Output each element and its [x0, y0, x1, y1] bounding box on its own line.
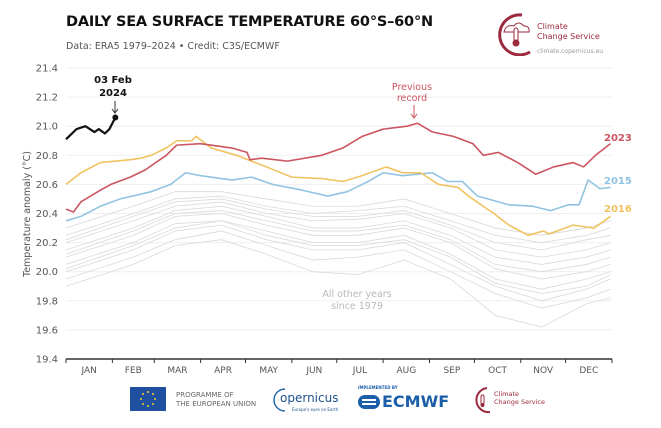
annotation-record: record	[397, 93, 427, 104]
y-tick-label: 20.6	[36, 180, 58, 191]
c3s-bottom-line2: Change Service	[494, 398, 545, 406]
copernicus-tagline: Europe's eyes on Earth	[292, 407, 339, 412]
x-axis: JAN FEB MAR APR MAY JUN JUL AUG SEP OCT NOV DEC	[65, 358, 613, 376]
copernicus-logo: opernicus Europe's eyes on Earth	[272, 386, 342, 414]
x-tick-label: FEB	[125, 366, 142, 376]
other-year-line	[65, 195, 611, 244]
annotation-previous: Previous	[392, 82, 432, 93]
gridlines	[66, 67, 612, 331]
other-year-line	[65, 239, 611, 328]
eu-line1: PROGRAMME OF	[176, 391, 234, 399]
x-tick-label: DEC	[579, 366, 598, 376]
y-tick-label: 21.4	[36, 64, 58, 75]
highlighted-series	[65, 114, 611, 237]
y-tick-label: 20.8	[36, 151, 58, 162]
other-year-line	[65, 205, 611, 265]
arrow-icon-record	[410, 105, 418, 119]
series-line-2023	[65, 122, 611, 213]
eu-flag-logo	[130, 387, 166, 411]
other-years-lines	[65, 191, 611, 328]
other-year-line	[65, 201, 611, 258]
c3s-url: climate.copernicus.eu	[537, 48, 604, 55]
other-year-line	[65, 220, 611, 294]
other-year-line	[65, 224, 611, 302]
y-tick-label: 19.6	[36, 325, 58, 336]
c3s-logo-top: Climate Change Service climate.copernicu…	[494, 12, 604, 60]
other-year-line	[65, 191, 611, 236]
y-tick-label: 19.4	[36, 355, 58, 366]
latest-point-2024	[112, 114, 119, 121]
other-year-line	[65, 230, 611, 309]
c3s-bottom-line1: Climate	[494, 390, 520, 398]
y-tick-label: 20.2	[36, 238, 58, 249]
series-label-2023: 2023	[604, 133, 632, 144]
x-tick-label: JUN	[305, 366, 322, 376]
x-tick-label: OCT	[488, 366, 507, 376]
series-line-2024	[65, 116, 117, 141]
series-label-2016: 2016	[604, 204, 632, 215]
other-year-line	[65, 198, 611, 251]
annotation-2024-date: 03 Feb	[94, 75, 132, 86]
c3s-line1: Climate	[537, 22, 568, 31]
copernicus-name: opernicus	[280, 391, 339, 405]
y-tick-label: 21.0	[36, 122, 58, 133]
c3s-bottom-thermometer-icon	[475, 387, 491, 414]
eu-line2: THE EUROPEAN UNION	[176, 400, 257, 408]
x-tick-label: APR	[214, 366, 232, 376]
annotation-2024-year: 2024	[99, 88, 127, 99]
y-tick-label: 20.0	[36, 267, 58, 278]
annotation-other-years: All other years	[322, 289, 391, 300]
series-line-2015	[65, 171, 611, 222]
y-axis-ticks: 19.4 19.6 19.8 20.0 20.2 20.4 20.6 20.8 21.0 21.2…	[36, 64, 58, 366]
chart-area: 19.4 19.6 19.8 20.0 20.2 20.4 20.6 20.8 21.0 21.2…	[22, 64, 632, 377]
x-tick-label: MAY	[259, 366, 278, 376]
other-year-line	[65, 220, 611, 290]
x-tick-label: SEP	[444, 366, 461, 376]
x-tick-label: JAN	[80, 366, 96, 376]
arrow-icon-2024	[111, 101, 119, 114]
y-tick-label: 20.4	[36, 209, 58, 220]
c3s-thermometer-icon	[498, 13, 531, 56]
c3s-line2: Change Service	[537, 32, 600, 41]
ecmwf-logo: IMPLEMENTED BY ECMWF	[358, 385, 458, 415]
x-tick-label: NOV	[533, 366, 554, 376]
x-tick-label: AUG	[396, 366, 416, 376]
y-tick-label: 19.8	[36, 296, 58, 307]
x-tick-label: JUL	[352, 366, 367, 376]
y-axis-label: Temperature anomaly (°C)	[22, 151, 33, 278]
c3s-logo-bottom: Climate Change Service	[470, 386, 550, 414]
copernicus-c-icon	[273, 388, 286, 412]
eu-stars-icon	[140, 391, 156, 407]
y-tick-label: 21.2	[36, 93, 58, 104]
other-year-line	[65, 213, 611, 280]
chart-subtitle: Data: ERA5 1979–2024 • Credit: C3S/ECMWF	[66, 41, 280, 52]
other-year-line	[65, 210, 611, 273]
annotation-since-1979: since 1979	[331, 301, 383, 312]
ecmwf-symbol-icon	[358, 395, 380, 409]
ecmwf-implemented-by: IMPLEMENTED BY	[358, 385, 398, 390]
series-label-2015: 2015	[604, 176, 632, 187]
series-line-2016	[65, 135, 611, 237]
ecmwf-name: ECMWF	[382, 392, 450, 411]
chart-title: DAILY SEA SURFACE TEMPERATURE 60°S–60°N	[66, 14, 433, 30]
x-tick-label: MAR	[167, 366, 187, 376]
